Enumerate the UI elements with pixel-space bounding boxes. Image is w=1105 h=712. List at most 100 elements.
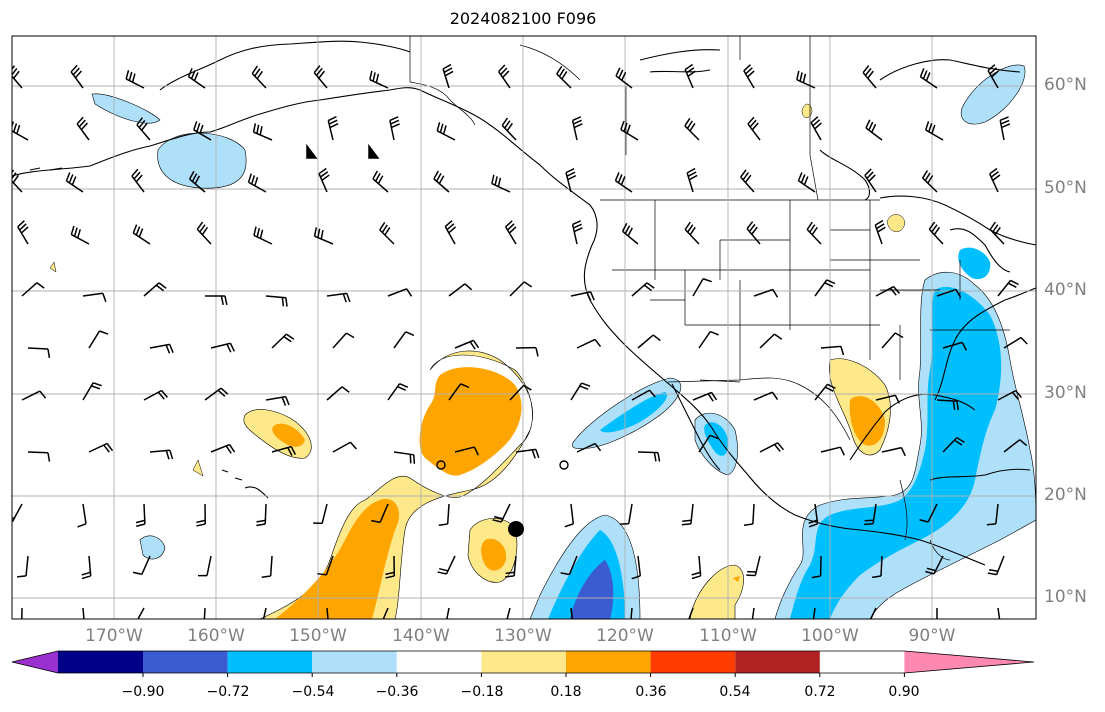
wind-barb [210,342,235,353]
wind-barb [565,167,577,193]
wind-barb [997,389,1022,401]
wind-barb [925,555,944,575]
lon-tick-label: 170°W [85,626,143,646]
wind-barb [936,399,960,411]
wind-barb [196,221,212,245]
wind-barb [271,333,295,349]
wind-barb [509,281,533,297]
wind-barb [198,555,212,577]
wind-barb [385,555,396,579]
wind-barb [262,607,267,619]
wind-barb [265,295,288,307]
wind-barb [149,449,174,460]
colorbar-tick-label: −0.54 [291,684,335,700]
wind-barb [556,65,572,89]
wind-barb [989,167,1001,193]
wind-barb [797,172,816,193]
colorbar-tick-label: 0.90 [888,684,920,700]
lat-tick-label: 40°N [1044,280,1087,300]
wind-barbs [12,63,1028,619]
wind-barb [925,121,944,141]
wind-barb [872,555,883,579]
wind-barb [82,382,102,401]
colorbar-segment [227,651,313,673]
wind-barb [692,391,718,402]
wind-barb [747,116,761,141]
wind-barb [88,442,114,453]
wind-barb [12,65,23,89]
wind-barb [814,383,836,401]
wind-barb-pennant [368,143,380,159]
wind-barb [814,279,836,297]
wind-barb [570,382,591,401]
wind-barb [12,121,29,141]
lon-tick-label: 100°W [801,626,859,646]
wind-barb [446,607,450,619]
map-title: 2024082100 F096 [449,9,597,28]
wind-barb [684,63,696,89]
wind-barb [928,221,944,245]
wind-barb [808,503,819,528]
wind-barb [498,64,511,89]
wind-barb [448,383,470,401]
lon-tick-label: 160°W [187,626,245,646]
wind-barb [576,442,602,453]
wind-barb [393,331,415,349]
wind-barb [204,387,229,401]
wind-barb [17,555,29,578]
wind-barb [560,555,578,576]
wind-barb [759,333,783,349]
wind-barb [143,389,168,401]
wind-barb [743,503,755,527]
wind-barb [247,173,267,193]
wind-barb [862,65,877,89]
lat-tick-label: 10°N [1044,587,1087,607]
wind-barb [997,607,1001,619]
wind-barb [865,119,883,141]
wind-barb [252,123,273,141]
wind-barb [691,555,702,580]
wind-barb [253,226,273,245]
wind-barb [570,291,595,302]
wind-barb [21,390,47,401]
wind-barb [261,555,273,578]
wind-barb [506,607,511,619]
wind-barb [619,503,633,525]
wind-barb [942,341,968,351]
wind-barb [82,292,107,302]
wind-barb [132,224,151,245]
wind-barb [630,607,633,619]
colorbar-segment [566,651,651,673]
colorbar-segment [312,651,397,673]
wind-barb [317,555,334,576]
wind-barb [753,391,779,401]
wind-barb [379,221,395,245]
marker-open-circle [559,460,569,470]
wind-barb [125,70,145,89]
wind-barb [27,347,51,358]
lon-tick-label: 90°W [908,626,956,646]
wind-barb [681,503,694,526]
wind-barb [265,395,290,406]
wind-barb [571,116,583,141]
wind-barb [875,285,900,297]
wind-barb [811,555,822,579]
wind-barb [820,446,845,456]
colorbar-extend-low [12,651,58,673]
wind-barb [864,168,877,193]
wind-barb [454,339,480,350]
wind-barb [570,607,574,619]
marker-open-circle [436,460,446,470]
wind-barb [881,446,906,457]
colorbar-segment [481,651,566,673]
wind-barb [515,346,539,357]
wind-barb [27,451,51,462]
wind-barb [136,117,151,141]
wind-barb [389,116,400,141]
wind-barb [631,555,642,580]
wind-barb [698,330,719,349]
wind-barb [922,170,938,193]
wind-barb [743,64,755,89]
wind-barb [193,121,212,141]
wind-barb [509,384,532,401]
